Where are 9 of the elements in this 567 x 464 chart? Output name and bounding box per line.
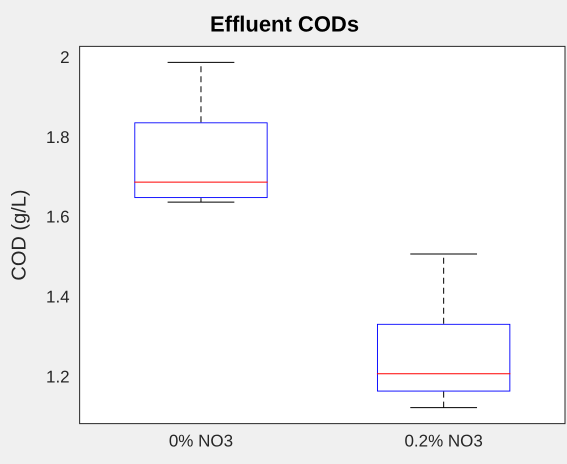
y-tick-label: 1.2 bbox=[46, 367, 70, 386]
y-tick-label: 1.8 bbox=[46, 128, 70, 147]
y-tick-label: 2 bbox=[60, 48, 70, 68]
x-tick-label: 0% NO3 bbox=[168, 431, 234, 450]
y-tick-label: 1.6 bbox=[46, 208, 70, 227]
y-axis-title: COD (g/L) bbox=[8, 189, 31, 281]
chart-title: Effluent CODs bbox=[210, 11, 360, 36]
x-tick-label: 0.2% NO3 bbox=[404, 431, 483, 450]
y-tick-label: 1.4 bbox=[46, 288, 70, 307]
